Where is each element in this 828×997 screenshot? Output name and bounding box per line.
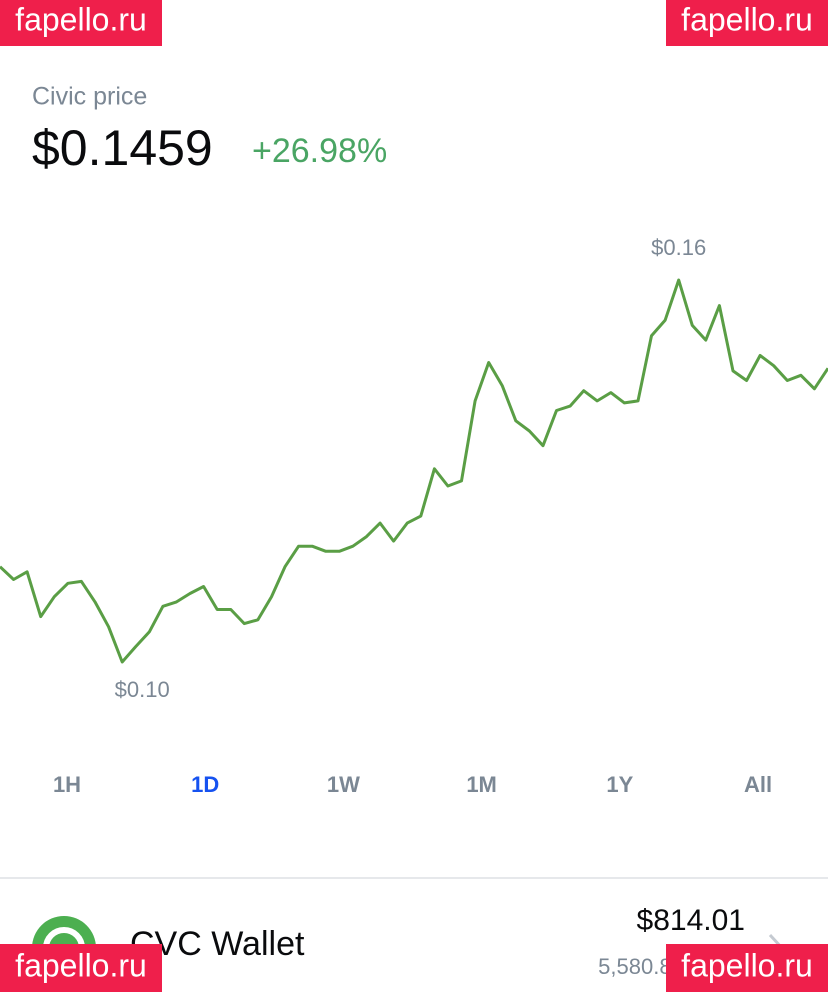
asset-change: +26.98% (252, 132, 387, 170)
price-chart: $0.16 $0.10 (0, 235, 828, 702)
range-tabs: 1H 1D 1W 1M 1Y All (53, 772, 772, 797)
range-tab[interactable]: 1M (466, 772, 497, 797)
watermark: fapello.ru (15, 947, 147, 983)
wallet-value: $814.01 (637, 904, 745, 937)
range-tab[interactable]: 1D (191, 772, 219, 797)
price-line (0, 278, 828, 664)
asset-label: Civic price (32, 83, 147, 111)
min-label: $0.10 (115, 677, 170, 702)
watermark-box (666, 0, 828, 46)
range-tab[interactable]: 1W (327, 772, 360, 797)
range-tab[interactable]: 1Y (606, 772, 633, 797)
asset-price: $0.1459 (32, 120, 213, 176)
watermark-box (0, 944, 162, 992)
watermark: fapello.ru (15, 1, 147, 37)
watermark: fapello.ru (681, 947, 813, 983)
max-label: $0.16 (651, 235, 706, 260)
watermark: fapello.ru (681, 1, 813, 37)
watermark-box (666, 944, 828, 992)
watermark-box (0, 0, 162, 46)
range-tab[interactable]: All (744, 772, 772, 797)
range-tab[interactable]: 1H (53, 772, 81, 797)
